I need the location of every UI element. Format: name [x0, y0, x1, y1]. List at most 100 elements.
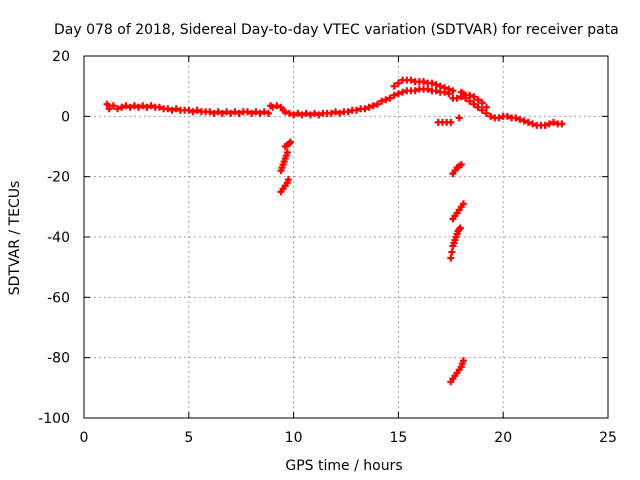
data-point: [516, 115, 524, 123]
data-point: [223, 108, 231, 116]
data-point: [382, 96, 390, 104]
data-point: [447, 254, 455, 262]
x-tick-label: 25: [599, 430, 617, 446]
data-point: [447, 118, 455, 126]
data-point: [231, 108, 239, 116]
data-point: [449, 87, 457, 95]
data-point: [399, 88, 407, 96]
data-point: [130, 102, 138, 110]
data-point: [424, 85, 432, 93]
data-point: [432, 87, 440, 95]
data-point: [118, 103, 126, 111]
data-point: [143, 103, 151, 111]
data-point: [214, 108, 222, 116]
data-point: [390, 91, 398, 99]
data-point: [459, 357, 467, 365]
data-point: [482, 103, 490, 111]
data-point: [420, 78, 428, 86]
data-point: [441, 84, 449, 92]
x-tick-label: 20: [494, 430, 512, 446]
data-points: [103, 76, 566, 386]
x-tick-label: 0: [80, 430, 89, 446]
x-tick-label: 5: [184, 430, 193, 446]
chart-title: Day 078 of 2018, Sidereal Day-to-day VTE…: [54, 22, 619, 38]
y-tick-label: 0: [61, 109, 70, 125]
data-point: [558, 120, 566, 128]
data-point: [436, 82, 444, 90]
data-point: [273, 102, 281, 110]
data-point: [164, 105, 172, 113]
data-point: [524, 118, 532, 126]
data-point: [185, 106, 193, 114]
data-point: [269, 103, 277, 111]
x-tick-label: 10: [285, 430, 303, 446]
data-point: [109, 102, 117, 110]
data-point: [210, 109, 218, 117]
data-point: [520, 117, 528, 125]
data-point: [478, 106, 486, 114]
data-point: [550, 118, 558, 126]
data-point: [315, 111, 323, 119]
data-point: [474, 103, 482, 111]
data-point: [378, 97, 386, 105]
data-point: [168, 106, 176, 114]
data-point: [394, 90, 402, 98]
data-point: [432, 81, 440, 89]
data-point: [139, 102, 147, 110]
y-tick-label: -20: [47, 170, 70, 186]
data-point: [114, 105, 122, 113]
data-point: [235, 109, 243, 117]
data-point: [390, 82, 398, 90]
data-point: [155, 103, 163, 111]
data-point: [126, 103, 134, 111]
data-point: [541, 121, 549, 129]
data-point: [470, 100, 478, 108]
data-point: [545, 120, 553, 128]
x-tick-label: 15: [389, 430, 407, 446]
data-point: [298, 111, 306, 119]
y-tick-label: -40: [47, 230, 70, 246]
data-point: [495, 114, 503, 122]
data-point: [503, 112, 511, 120]
data-point: [243, 108, 251, 116]
data-point: [482, 109, 490, 117]
data-point: [260, 108, 268, 116]
data-point: [457, 161, 465, 169]
data-point: [466, 97, 474, 105]
data-point: [284, 176, 292, 184]
data-point: [286, 138, 294, 146]
data-point: [193, 106, 201, 114]
data-point: [448, 248, 456, 256]
data-point: [248, 109, 256, 117]
data-point: [474, 96, 482, 104]
data-point: [394, 79, 402, 87]
data-point: [369, 102, 377, 110]
data-point: [302, 109, 310, 117]
data-point: [281, 108, 289, 116]
data-point: [256, 109, 264, 117]
data-point: [361, 105, 369, 113]
data-point: [529, 120, 537, 128]
data-point: [294, 109, 302, 117]
data-point: [336, 109, 344, 117]
data-point: [365, 103, 373, 111]
data-point: [134, 103, 142, 111]
y-tick-label: -60: [47, 290, 70, 306]
data-point: [206, 108, 214, 116]
data-point: [407, 76, 415, 84]
data-point: [147, 102, 155, 110]
data-point: [487, 112, 495, 120]
data-point: [512, 114, 520, 122]
data-point: [252, 108, 260, 116]
data-point: [227, 109, 235, 117]
axis-ticks: 0 5 10 15 20 25 -100 -80 -60 -40 -20 0 20: [38, 49, 617, 446]
data-point: [122, 102, 130, 110]
data-point: [344, 108, 352, 116]
y-axis-label: SDTVAR / TECUs: [7, 181, 23, 296]
data-point: [466, 91, 474, 99]
data-point: [459, 200, 467, 208]
data-point: [285, 109, 293, 117]
data-point: [306, 111, 314, 119]
data-point: [455, 114, 463, 122]
